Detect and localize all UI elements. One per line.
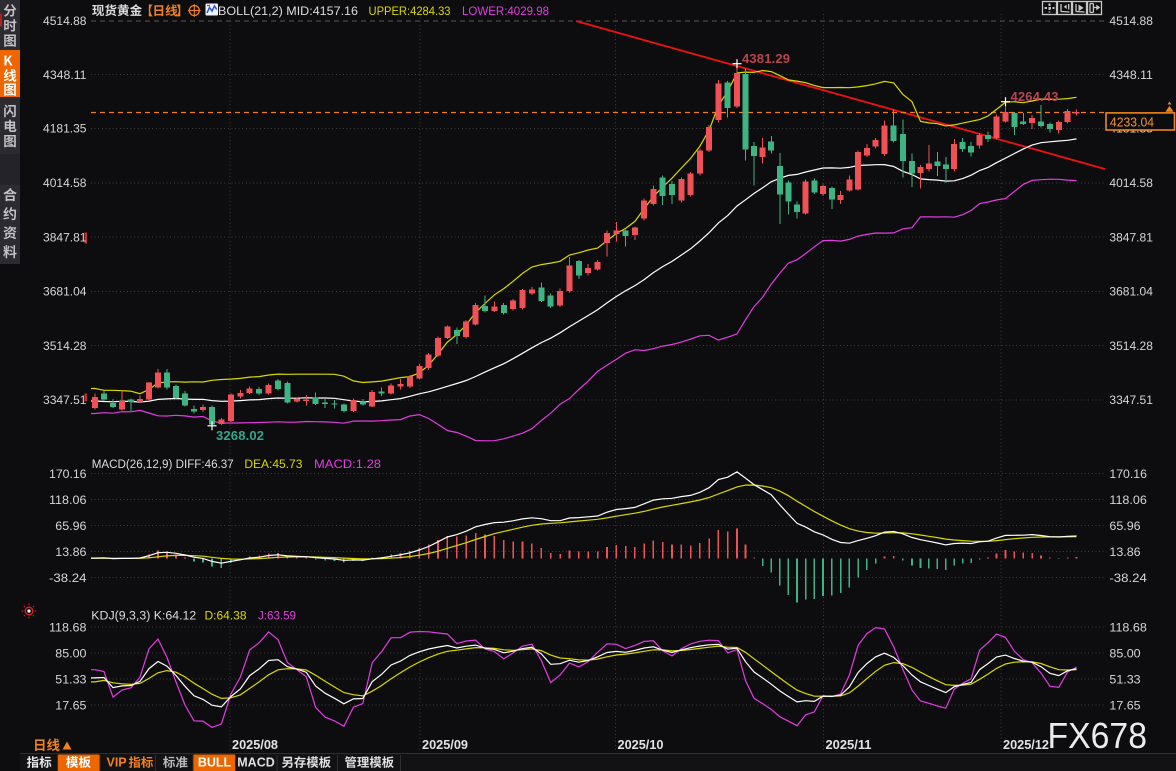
svg-text:13.86: 13.86 <box>55 545 86 559</box>
svg-text:51.33: 51.33 <box>1109 672 1140 686</box>
svg-text:J:63.59: J:63.59 <box>258 609 296 623</box>
svg-text:3847.81: 3847.81 <box>1109 230 1153 244</box>
svg-text:3347.51: 3347.51 <box>43 393 87 407</box>
svg-text:2025/12: 2025/12 <box>1003 737 1049 752</box>
svg-text:MACD(26,12,9) DIFF:46.37: MACD(26,12,9) DIFF:46.37 <box>92 457 234 471</box>
svg-text:4014.58: 4014.58 <box>43 176 87 190</box>
svg-text:3681.04: 3681.04 <box>43 285 87 299</box>
svg-text:3681.04: 3681.04 <box>1109 285 1153 299</box>
svg-text:BULL: BULL <box>198 756 232 770</box>
svg-text:D:64.38: D:64.38 <box>205 609 247 623</box>
svg-text:4264.43: 4264.43 <box>1011 89 1059 104</box>
svg-text:170.16: 170.16 <box>1109 467 1147 481</box>
svg-text:118.06: 118.06 <box>1109 493 1147 507</box>
svg-text:4514.88: 4514.88 <box>1109 14 1153 28</box>
svg-text:4348.11: 4348.11 <box>43 68 87 82</box>
svg-text:118.68: 118.68 <box>1109 620 1147 634</box>
svg-text:2025/08: 2025/08 <box>232 737 278 752</box>
svg-text:4014.58: 4014.58 <box>1109 176 1153 190</box>
svg-text:4233.04: 4233.04 <box>1110 114 1154 129</box>
svg-text:2025/11: 2025/11 <box>826 737 872 752</box>
svg-text:FX678: FX678 <box>1048 715 1148 756</box>
svg-text:3514.28: 3514.28 <box>1109 339 1153 353</box>
svg-text:118.68: 118.68 <box>49 620 87 634</box>
svg-text:-38.24: -38.24 <box>1109 571 1147 585</box>
svg-text:65.96: 65.96 <box>1109 519 1140 533</box>
svg-text:85.00: 85.00 <box>1109 646 1140 660</box>
svg-text:17.65: 17.65 <box>1109 698 1140 712</box>
svg-text:BOLL(21,2) MID:4157.16: BOLL(21,2) MID:4157.16 <box>218 4 358 18</box>
svg-text:13.86: 13.86 <box>1109 545 1140 559</box>
svg-text:MACD: MACD <box>237 756 275 770</box>
svg-text:LOWER:4029.98: LOWER:4029.98 <box>462 4 549 18</box>
svg-text:4348.11: 4348.11 <box>1109 68 1153 82</box>
svg-text:170.16: 170.16 <box>49 467 87 481</box>
svg-text:4181.35: 4181.35 <box>43 122 87 136</box>
svg-text:17.65: 17.65 <box>55 698 86 712</box>
svg-text:2025/10: 2025/10 <box>618 737 664 752</box>
svg-text:51.33: 51.33 <box>55 672 86 686</box>
svg-text:3514.28: 3514.28 <box>43 339 87 353</box>
svg-text:DEA:45.73: DEA:45.73 <box>244 457 302 471</box>
svg-text:65.96: 65.96 <box>55 519 86 533</box>
svg-text:4514.88: 4514.88 <box>43 14 87 28</box>
svg-text:85.00: 85.00 <box>55 646 86 660</box>
svg-text:2025/09: 2025/09 <box>422 737 468 752</box>
svg-text:KDJ(9,3,3) K:64.12: KDJ(9,3,3) K:64.12 <box>91 609 196 623</box>
svg-text:UPPER:4284.33: UPPER:4284.33 <box>369 4 451 18</box>
svg-text:3347.51: 3347.51 <box>1109 393 1153 407</box>
svg-text:3268.02: 3268.02 <box>216 428 264 443</box>
svg-text:MACD:1.28: MACD:1.28 <box>314 457 381 471</box>
svg-text:4381.29: 4381.29 <box>742 51 790 66</box>
svg-text:-38.24: -38.24 <box>49 571 87 585</box>
svg-text:118.06: 118.06 <box>49 493 87 507</box>
svg-text:3847.81: 3847.81 <box>43 230 87 244</box>
svg-text:VIP: VIP <box>107 756 127 770</box>
